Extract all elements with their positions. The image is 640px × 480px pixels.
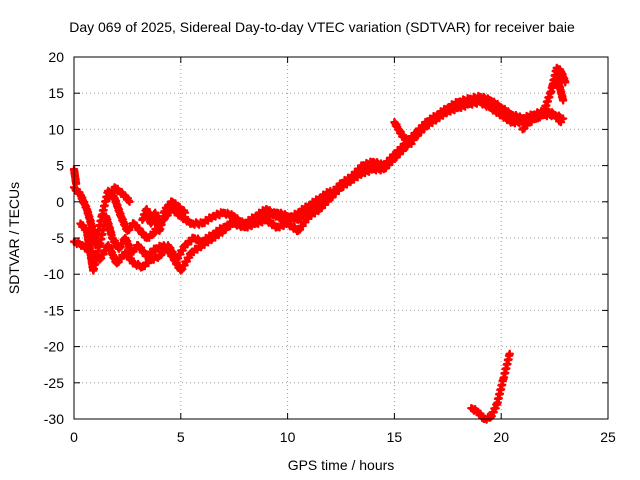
y-tick-label: -25: [44, 375, 64, 391]
data-point: [561, 78, 570, 87]
ticks: 0 5 10 15 20 25 20 15 10 5 0 -5 -10 -15 -20 -25 -30: [44, 49, 616, 445]
data-point: [180, 208, 190, 217]
y-tick-label: 5: [56, 158, 64, 174]
y-tick-label: -5: [52, 230, 65, 246]
y-tick-label: -15: [44, 302, 64, 318]
series-track-e: [69, 165, 81, 188]
y-tick-label: 15: [48, 85, 64, 101]
y-tick-label: -30: [44, 411, 64, 427]
series-track-a: [69, 70, 568, 250]
data-area: [69, 63, 570, 424]
x-tick-label: 0: [70, 429, 78, 445]
series-track-k: [518, 107, 566, 134]
data-point: [556, 117, 566, 127]
x-axis-label: GPS time / hours: [288, 457, 395, 473]
data-point: [125, 197, 134, 206]
grid: [74, 57, 608, 419]
series-track-b: [69, 96, 568, 272]
chart-title: Day 069 of 2025, Sidereal Day-to-day VTE…: [69, 19, 575, 35]
x-tick-label: 10: [280, 429, 296, 445]
series-track-c: [76, 186, 335, 275]
y-tick-label: 20: [48, 49, 64, 65]
series-track-g: [138, 204, 168, 235]
data-point: [407, 139, 416, 149]
data-point: [558, 96, 568, 105]
y-tick-label: 0: [56, 194, 64, 210]
y-axis-label: SDTVAR / TECUs: [6, 182, 22, 294]
y-tick-label: -20: [44, 339, 64, 355]
series-track-d: [467, 349, 514, 424]
series-track-h: [159, 197, 190, 217]
series-track-j: [548, 63, 570, 91]
x-tick-label: 25: [600, 429, 616, 445]
data-point: [505, 349, 514, 359]
data-point: [326, 186, 335, 196]
series-track-i: [390, 117, 416, 149]
x-tick-label: 20: [493, 429, 509, 445]
x-tick-label: 15: [387, 429, 403, 445]
series-track-f: [103, 183, 134, 206]
x-tick-label: 5: [177, 429, 185, 445]
y-tick-label: -10: [44, 266, 64, 282]
y-tick-label: 10: [48, 121, 64, 137]
